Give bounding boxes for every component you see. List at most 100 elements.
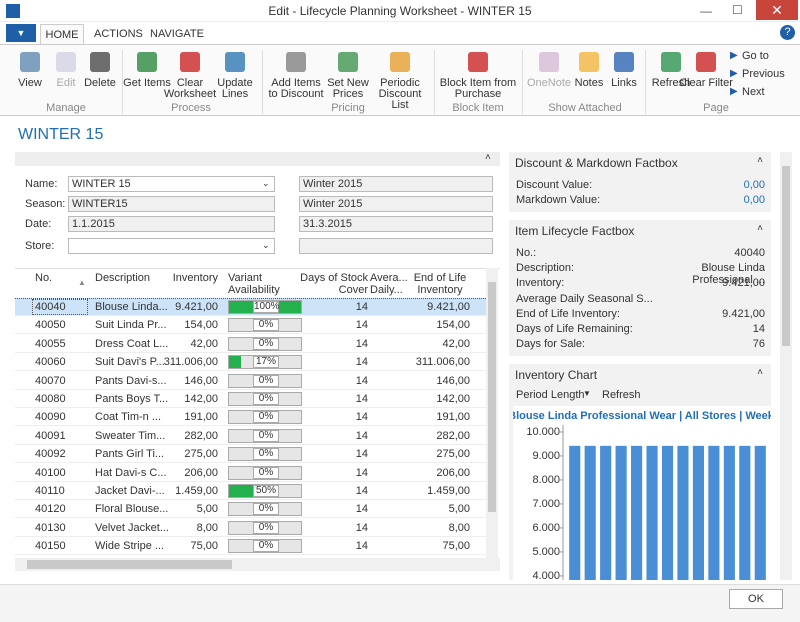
field-input[interactable]: Winter 2015 [299, 176, 493, 192]
ribbon-button[interactable]: Update Lines [217, 77, 253, 100]
bar [631, 445, 643, 580]
table-row[interactable] [15, 390, 486, 408]
group-label: Block Item [452, 102, 504, 114]
cell-inventory: 191,00 [184, 411, 218, 424]
table-row[interactable] [15, 316, 486, 335]
column-header[interactable]: Days of Stock Cover [300, 272, 368, 296]
ribbon-tab[interactable]: NAVIGATE [150, 28, 204, 40]
ribbon-button[interactable]: Periodic Discount List [378, 77, 422, 111]
cell-inventory: 42,00 [190, 337, 218, 350]
bar [646, 445, 658, 580]
field-input[interactable]: 31.3.2015 [299, 216, 493, 232]
chart-action[interactable]: Refresh [602, 389, 641, 401]
table-row[interactable] [15, 427, 486, 445]
availability-label: 0% [253, 503, 279, 516]
cell-inventory: 282,00 [184, 429, 218, 442]
vertical-scrollbar[interactable] [486, 268, 498, 558]
bar [754, 445, 766, 580]
button-icon [56, 52, 76, 72]
group-separator [522, 50, 523, 114]
ribbon-button[interactable]: Notes [574, 77, 604, 89]
ok-button[interactable]: OK [729, 589, 783, 609]
chart-action[interactable]: Period Length [516, 389, 585, 401]
ribbon-button[interactable]: Refresh [651, 77, 691, 89]
horizontal-scrollbar[interactable] [15, 558, 500, 571]
ribbon-button[interactable]: View [18, 77, 42, 89]
cell-description: Blouse Linda... [95, 301, 168, 313]
group-separator [262, 50, 263, 114]
fact-label: Markdown Value: [516, 194, 601, 207]
page-scrollbar[interactable] [780, 152, 792, 580]
table-row[interactable] [15, 482, 486, 500]
bar [600, 445, 612, 580]
column-header[interactable]: Inventory [172, 272, 218, 284]
column-header[interactable]: Variant Availability [228, 272, 280, 296]
table-row[interactable] [15, 537, 486, 556]
cell-end_of_life: 42,00 [442, 337, 470, 350]
ribbon-button[interactable]: Block Item from Purchase [439, 77, 517, 100]
availability-label: 0% [253, 448, 279, 461]
ribbon-tab[interactable]: ACTIONS [94, 28, 143, 40]
field-input[interactable]: 1.1.2015 [68, 216, 275, 232]
field-input[interactable]: WINTER15 [68, 196, 275, 212]
fact-value[interactable]: 0,00 [743, 194, 765, 207]
close[interactable]: ✕ [756, 0, 798, 20]
field-input[interactable] [299, 238, 493, 254]
table-row[interactable] [15, 335, 486, 353]
field-input[interactable] [68, 238, 275, 254]
ribbon-button[interactable]: Edit [56, 77, 76, 89]
y-tick-label: 9.000 [532, 450, 560, 462]
field-input[interactable]: WINTER 15 [68, 176, 275, 192]
column-header[interactable]: End of Life Inventory [413, 272, 467, 296]
button-icon [180, 52, 200, 72]
nav-button[interactable]: Previous [742, 68, 785, 80]
ribbon-button[interactable]: Clear Filter [679, 77, 733, 89]
fact-label: Description: [516, 262, 575, 275]
cell-end_of_life: 142,00 [436, 393, 470, 405]
cell-days: 14 [355, 393, 368, 405]
table-row[interactable] [15, 500, 486, 519]
ribbon-button[interactable]: Set New Prices [327, 77, 369, 100]
button-icon [137, 52, 157, 72]
table-row[interactable] [15, 372, 486, 390]
fact-label: Discount Value: [516, 179, 593, 191]
bar [692, 445, 704, 580]
cell-days: 14 [355, 319, 368, 332]
factbox-title: Inventory Chart [515, 368, 598, 382]
cell-days: 14 [355, 411, 368, 424]
availability-label: 17% [253, 356, 279, 369]
ribbon-button[interactable]: Delete [84, 77, 116, 89]
nav-button[interactable]: Next [742, 86, 765, 98]
column-header[interactable]: Avera... Daily... [370, 272, 408, 296]
cell-no: 40050 [35, 319, 66, 332]
cell-days: 14 [355, 337, 368, 350]
bar [708, 445, 720, 580]
cell-end_of_life: 9.421,00 [427, 301, 470, 313]
minimize[interactable]: — [700, 4, 712, 18]
table-row[interactable] [15, 464, 486, 482]
ribbon-tab[interactable]: HOME [40, 24, 84, 44]
bar [739, 445, 751, 580]
ribbon-button[interactable]: OneNote [526, 77, 572, 89]
ribbon-button[interactable]: Links [611, 77, 637, 89]
cell-end_of_life: 154,00 [436, 319, 470, 332]
column-header[interactable]: No. [35, 272, 53, 284]
app-menu[interactable]: ▼ [6, 24, 36, 42]
cell-no: 40100 [35, 466, 66, 479]
button-icon [338, 52, 358, 72]
column-header[interactable]: Description [95, 272, 151, 284]
maximize[interactable]: ☐ [732, 3, 743, 17]
field-input[interactable]: Winter 2015 [299, 196, 493, 212]
table-row[interactable] [15, 408, 486, 427]
help[interactable]: ? [780, 25, 795, 40]
ribbon-button[interactable]: Get Items [123, 77, 171, 89]
table-row[interactable] [15, 519, 486, 537]
ribbon-button[interactable]: Add Items to Discount [268, 77, 324, 100]
table-row[interactable] [15, 353, 486, 372]
fact-value[interactable]: 0,00 [743, 179, 765, 191]
table-row[interactable] [15, 445, 486, 464]
ribbon-button[interactable]: Clear Worksheet [163, 77, 217, 100]
nav-button[interactable]: Go to [742, 50, 769, 62]
bar [661, 445, 674, 580]
